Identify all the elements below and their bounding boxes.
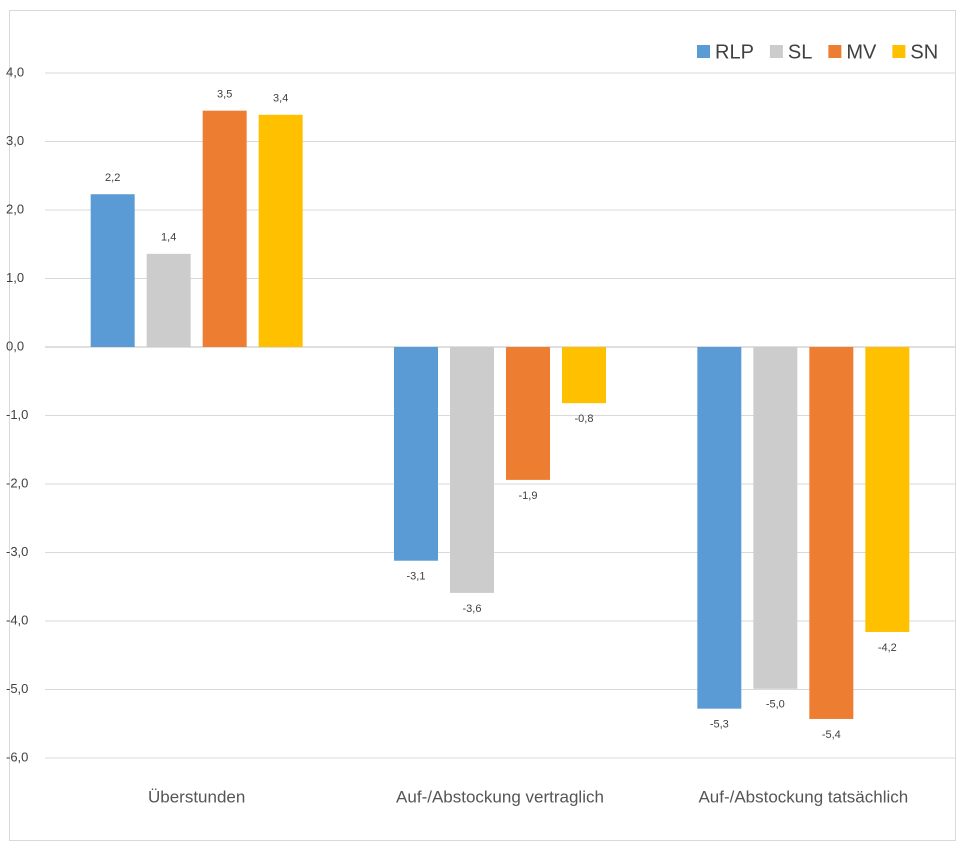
legend-swatch <box>769 45 783 58</box>
bar <box>450 347 494 593</box>
y-tick-label: -4,0 <box>6 612 28 627</box>
bar <box>146 253 191 347</box>
bar <box>562 347 606 404</box>
legend-swatch <box>892 45 906 58</box>
bar <box>394 347 438 561</box>
y-tick-label: 0,0 <box>6 338 24 353</box>
y-tick-label: -1,0 <box>6 407 28 422</box>
y-tick-label: -2,0 <box>6 475 28 490</box>
data-label: 3,4 <box>273 93 288 105</box>
legend-label: SL <box>788 41 812 63</box>
data-label: -3,1 <box>407 571 426 583</box>
bar <box>506 347 550 480</box>
y-tick-label: -5,0 <box>6 681 28 696</box>
legend-label: RLP <box>715 41 754 63</box>
bar <box>753 347 798 689</box>
x-tick-label: Überstunden <box>148 787 245 806</box>
y-tick-label: -3,0 <box>6 544 28 559</box>
data-label: 3,5 <box>217 89 232 101</box>
x-tick-label: Auf-/Abstockung tatsächlich <box>698 787 908 806</box>
x-tick-label: Auf-/Abstockung vertraglich <box>396 787 604 806</box>
bar <box>865 347 910 632</box>
y-tick-label: 3,0 <box>6 133 24 148</box>
data-label: -5,4 <box>822 729 841 741</box>
legend-label: MV <box>846 41 877 63</box>
legend-label: SN <box>910 41 938 63</box>
data-label: -0,8 <box>575 413 594 425</box>
y-tick-label: 2,0 <box>6 201 24 216</box>
chart-border <box>9 10 956 841</box>
bar <box>697 347 742 709</box>
bar <box>809 347 854 719</box>
y-tick-label: 4,0 <box>6 64 24 79</box>
legend-swatch <box>828 45 842 58</box>
data-label: -1,9 <box>519 490 538 502</box>
legend-swatch <box>697 45 710 58</box>
data-label: 2,2 <box>105 172 120 184</box>
data-label: -3,6 <box>463 603 482 615</box>
bar <box>258 114 303 347</box>
bar <box>90 194 135 347</box>
data-label: -4,2 <box>878 642 897 654</box>
data-label: -5,3 <box>710 719 729 731</box>
data-label: -5,0 <box>766 699 785 711</box>
data-label: 1,4 <box>161 232 176 244</box>
y-tick-label: 1,0 <box>6 270 24 285</box>
y-tick-label: -6,0 <box>6 749 28 764</box>
bar <box>202 110 247 347</box>
